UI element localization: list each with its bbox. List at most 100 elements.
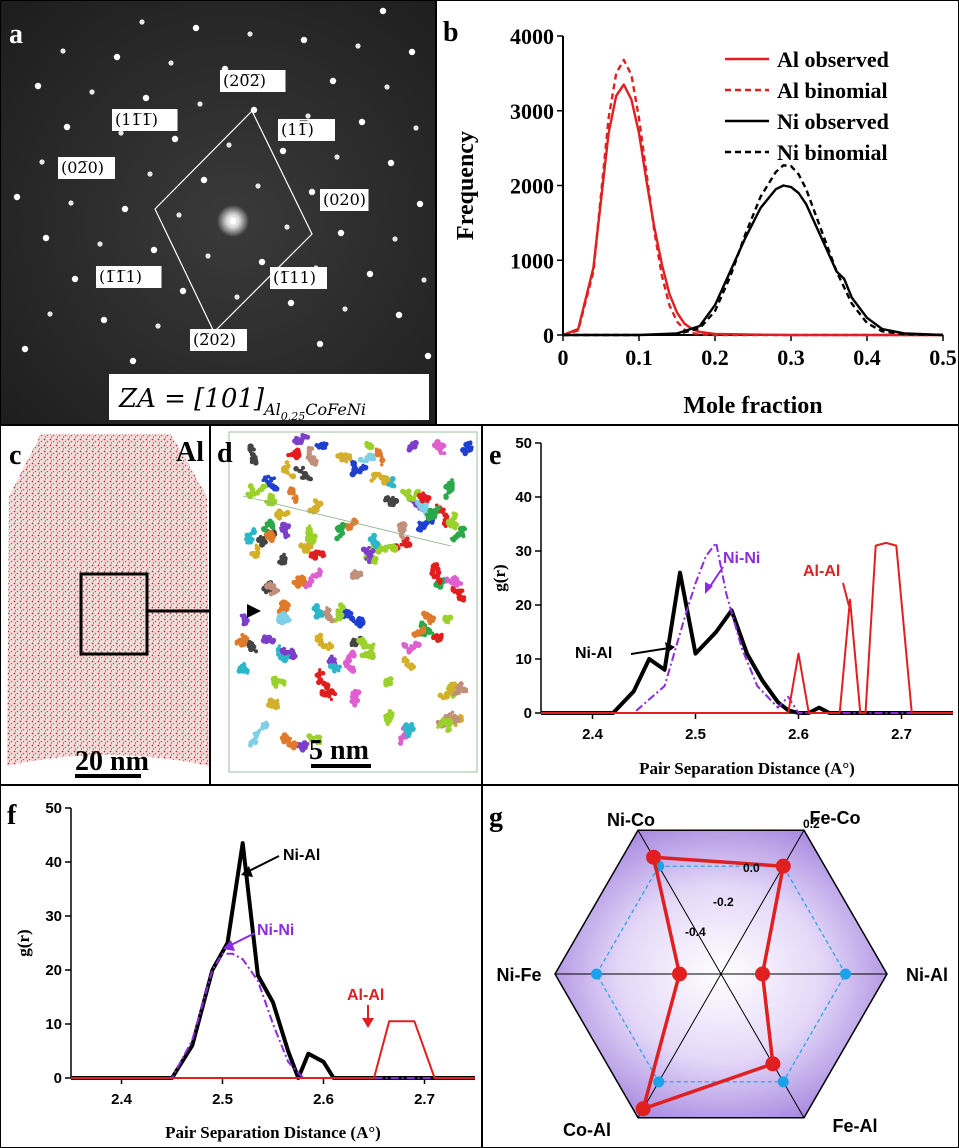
cluster-atom [419, 620, 425, 626]
cluster-atom [446, 490, 451, 495]
cluster-atom [435, 505, 441, 511]
spot-1-1-1-bg [112, 109, 178, 131]
arrow-al-al [842, 582, 850, 607]
cluster-atom [349, 522, 354, 527]
diffraction-spot [234, 294, 240, 300]
annotation-al-al: Al-Al [347, 987, 384, 1004]
ring-label: 0.0 [743, 861, 760, 875]
cluster [287, 486, 299, 504]
spot-020-label: (020) [323, 190, 366, 209]
cluster-atom [266, 474, 271, 479]
y-tick-label: 50 [515, 435, 532, 452]
x-tick-label: 0 [558, 345, 569, 370]
diffraction-spot [300, 36, 308, 44]
ring-label: 0.2 [803, 817, 820, 831]
diffraction-spot [408, 48, 416, 56]
diffraction-spot [71, 275, 79, 283]
cluster [416, 491, 432, 504]
cluster [374, 447, 386, 467]
reference-point [591, 968, 602, 980]
spot-0-20-label: (02̅0) [61, 158, 104, 177]
cluster-atom [417, 501, 422, 506]
cluster-atom [260, 725, 266, 731]
cluster-atom [437, 692, 444, 699]
cluster [275, 610, 292, 626]
value-point [755, 966, 770, 982]
diffraction-spot [384, 84, 390, 90]
panel-c: c Al 20 nm [0, 425, 210, 785]
cluster-atom [430, 631, 435, 636]
cluster-atom [385, 721, 390, 726]
arrow-ni-al [630, 647, 670, 655]
reference-point [840, 968, 851, 980]
y-tick-label: 0 [54, 1070, 62, 1087]
cluster-atom [263, 532, 269, 538]
series-ni-ni [541, 541, 953, 714]
cluster-atom [313, 603, 320, 610]
cluster-atom [356, 637, 363, 644]
cluster-atom [283, 734, 290, 740]
cluster-atom [449, 487, 455, 493]
cluster-atom [332, 669, 337, 674]
cluster-atom [314, 443, 320, 448]
cluster-atom [400, 521, 407, 527]
x-tick-label: 2.5 [685, 726, 706, 743]
y-tick-label: 30 [515, 543, 532, 560]
cluster-atom [466, 449, 471, 453]
diffraction-spot [21, 345, 29, 353]
cluster-atom [430, 615, 435, 620]
vertex-label: Co-Al [563, 1120, 611, 1140]
cluster [319, 688, 338, 702]
cluster-map: d 5 nm [217, 431, 478, 773]
diffraction-spot [337, 229, 345, 237]
cluster-atom [361, 654, 366, 659]
diffraction-spot [334, 154, 340, 160]
y-tick-label: 30 [45, 908, 62, 925]
legend-item: Ni binomial [777, 140, 888, 165]
cluster-atom [453, 588, 459, 594]
cluster [383, 676, 394, 688]
cluster [249, 543, 261, 560]
cluster-atom [367, 444, 374, 450]
cluster [460, 440, 474, 457]
cluster-atom [401, 642, 408, 648]
cluster-atom [328, 643, 335, 650]
y-tick-label: 40 [515, 489, 532, 506]
cluster [308, 549, 327, 561]
cluster-atom [315, 741, 319, 746]
cluster-atom [451, 692, 456, 697]
value-point [635, 1101, 651, 1117]
x-tick-label: 0.3 [777, 345, 805, 370]
cluster-atom [295, 742, 299, 747]
cluster-atom [353, 467, 359, 473]
cluster-atom [283, 612, 288, 616]
cluster-atom [252, 731, 257, 736]
cluster [307, 498, 324, 515]
cluster [348, 615, 366, 629]
diffraction-spot [139, 19, 145, 25]
cluster-atom [279, 680, 284, 685]
cluster [424, 505, 441, 522]
cluster [349, 459, 369, 478]
cluster [401, 640, 422, 655]
spot--111-bg [270, 267, 327, 289]
cluster-atom [249, 459, 255, 465]
cluster-atom [404, 536, 410, 542]
y-axis-label: g(r) [490, 564, 509, 591]
cluster-atom [406, 727, 410, 731]
cluster-atom [445, 518, 452, 525]
cluster-atom [360, 546, 367, 553]
x-tick-label: 2.6 [788, 726, 809, 743]
cluster-atom [300, 747, 306, 753]
diffraction-spot [42, 234, 50, 242]
legend-item: Ni observed [777, 109, 889, 134]
cluster-atom [446, 620, 451, 625]
diffraction-spot [247, 31, 253, 37]
cluster-atom [310, 533, 316, 539]
cluster-atom [303, 584, 309, 590]
cluster [436, 717, 454, 733]
spot-0-20-bg [58, 157, 115, 179]
cluster-atom [286, 463, 291, 469]
panel-label-e: e [489, 440, 501, 471]
diffraction-spot [392, 236, 398, 242]
